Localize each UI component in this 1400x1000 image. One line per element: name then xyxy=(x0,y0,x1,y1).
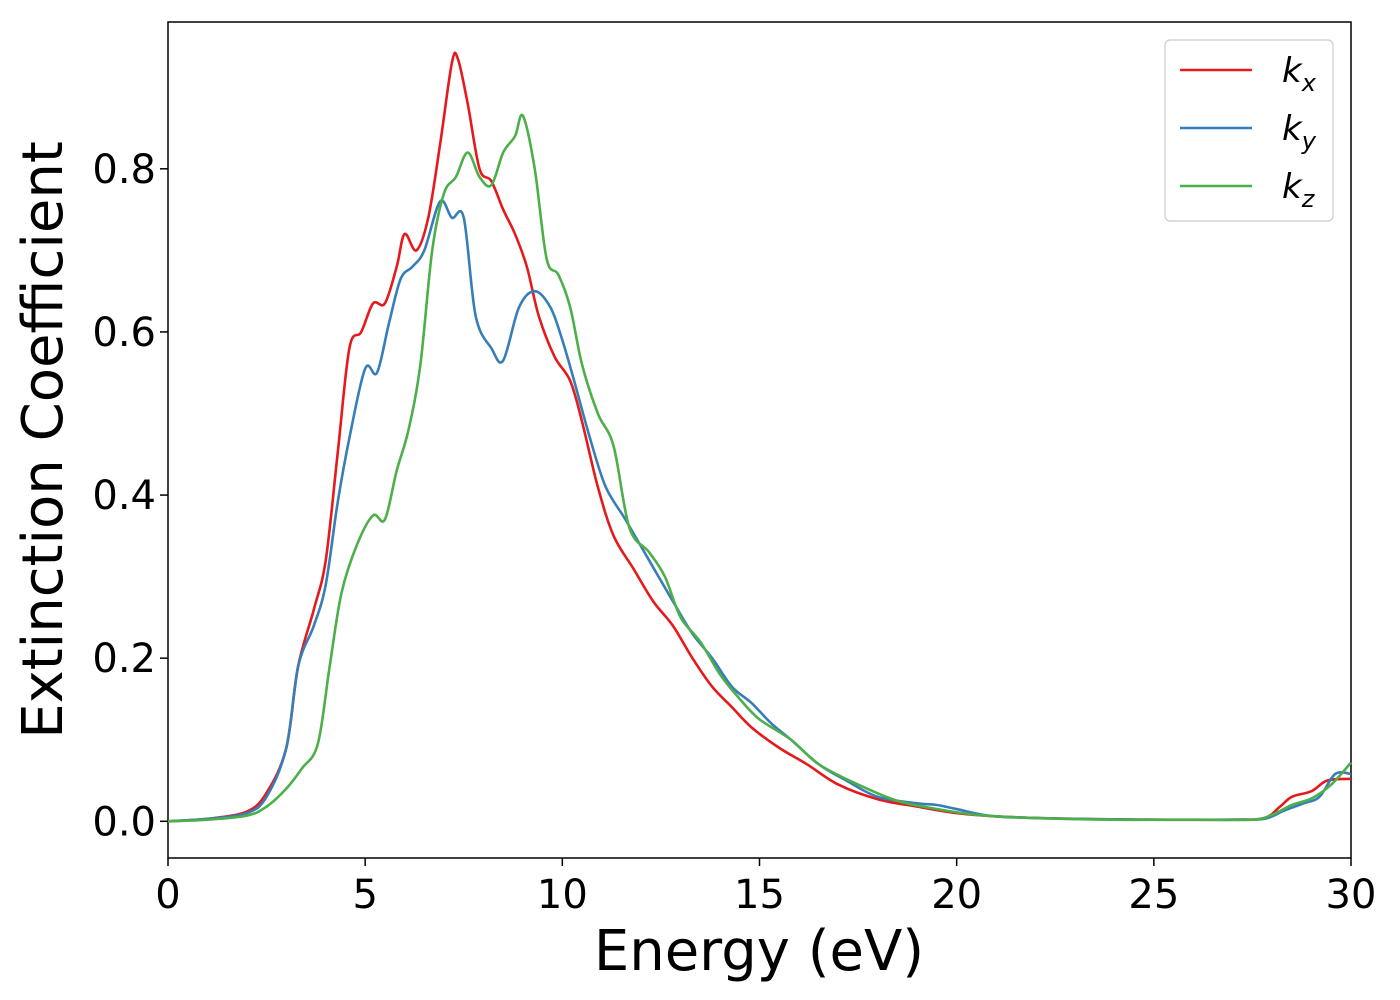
x-axis: 0 5 10 15 20 25 30 xyxy=(155,858,1376,918)
legend-label-kx: kx xyxy=(1282,51,1317,97)
x-tick-label: 5 xyxy=(352,872,377,918)
y-axis: 0.0 0.2 0.4 0.6 0.8 xyxy=(92,147,168,845)
legend-label-main: k xyxy=(1282,51,1303,91)
legend-label-main: k xyxy=(1282,167,1303,207)
legend-label-subscript: x xyxy=(1301,69,1317,97)
legend-label-main: k xyxy=(1282,109,1303,149)
x-tick-label: 30 xyxy=(1326,872,1377,918)
legend-label-ky: ky xyxy=(1282,109,1317,155)
legend-label-subscript: y xyxy=(1301,127,1317,155)
legend-label-subscript: z xyxy=(1301,185,1316,213)
series-line-kz xyxy=(167,113,1352,823)
series-layer xyxy=(167,51,1352,823)
y-tick-label: 0.6 xyxy=(92,310,156,356)
y-tick-label: 0.2 xyxy=(92,636,156,682)
y-tick-label: 0.4 xyxy=(92,473,156,519)
x-axis-label: Energy (eV) xyxy=(594,919,924,984)
x-tick-label: 20 xyxy=(931,872,982,918)
y-tick-label: 0.0 xyxy=(92,799,156,845)
x-tick-label: 0 xyxy=(155,872,180,918)
x-tick-label: 15 xyxy=(734,872,785,918)
x-tick-label: 25 xyxy=(1128,872,1179,918)
legend-box xyxy=(1164,39,1334,222)
legend-label-kz: kz xyxy=(1282,167,1316,213)
y-tick-label: 0.8 xyxy=(92,147,156,193)
x-tick-label: 10 xyxy=(537,872,588,918)
y-axis-label: Extinction Coefficient xyxy=(11,141,76,739)
